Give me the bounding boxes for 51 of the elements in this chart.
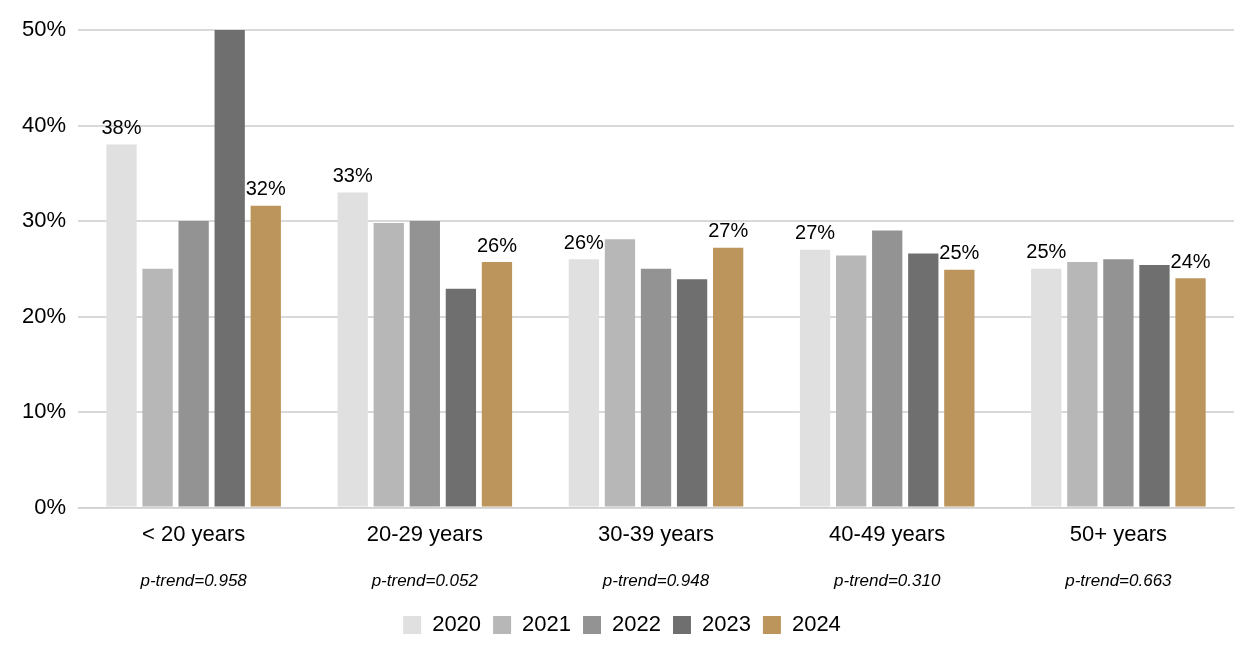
- data-label: 38%: [101, 116, 142, 139]
- bar: [908, 253, 939, 507]
- x-tick-label: 40-49 years: [829, 520, 946, 546]
- data-label: 24%: [1170, 249, 1211, 272]
- data-label: 26%: [563, 230, 605, 253]
- x-tick-label: < 20 years: [141, 520, 246, 546]
- bar: [214, 30, 245, 507]
- bar: [1175, 278, 1206, 507]
- legend-label: 2023: [701, 611, 751, 637]
- x-tick-label: 50+ years: [1069, 520, 1168, 546]
- x-tick-label: 20-29 years: [366, 520, 483, 546]
- bar: [640, 268, 672, 507]
- y-tick-label: 20%: [21, 302, 67, 328]
- x-tick-label: 30-39 years: [597, 520, 715, 546]
- bar: [409, 221, 440, 507]
- text: p-trend=0.958: [139, 571, 248, 591]
- bar: [1103, 259, 1134, 507]
- bar: [676, 279, 708, 507]
- bar: [142, 268, 173, 507]
- data-label: 26%: [476, 233, 518, 256]
- data-label: 25%: [939, 241, 980, 264]
- y-tick-label: 40%: [21, 111, 67, 137]
- bar: [445, 288, 477, 507]
- bar: [250, 205, 281, 507]
- legend-label: 2020: [432, 611, 482, 637]
- text: p-trend=0.310: [833, 571, 941, 591]
- data-label: 32%: [245, 177, 286, 200]
- data-label: 33%: [332, 163, 373, 186]
- y-tick-label: 0%: [34, 493, 67, 519]
- legend-label: 2022: [612, 611, 661, 637]
- y-tick-label: 50%: [21, 16, 67, 42]
- bar: [1139, 264, 1170, 507]
- text: p-trend=0.052: [370, 571, 479, 591]
- data-label: 27%: [795, 221, 836, 244]
- bar: [713, 247, 744, 507]
- bar: [373, 222, 404, 507]
- bar: [836, 255, 867, 507]
- y-tick-label: 30%: [21, 207, 67, 233]
- data-label: 27%: [708, 219, 749, 242]
- text: p-trend=0.663: [1064, 571, 1173, 591]
- bar: [178, 221, 209, 507]
- data-label: 25%: [1026, 240, 1067, 263]
- legend-label: 2024: [791, 611, 841, 637]
- bar: [944, 269, 975, 507]
- legend-label: 2021: [522, 611, 572, 637]
- bar: [1067, 262, 1098, 507]
- bar: [481, 262, 513, 507]
- y-tick-label: 10%: [21, 398, 67, 424]
- bar: [604, 239, 636, 507]
- bar: [872, 230, 903, 507]
- text: p-trend=0.948: [601, 571, 710, 591]
